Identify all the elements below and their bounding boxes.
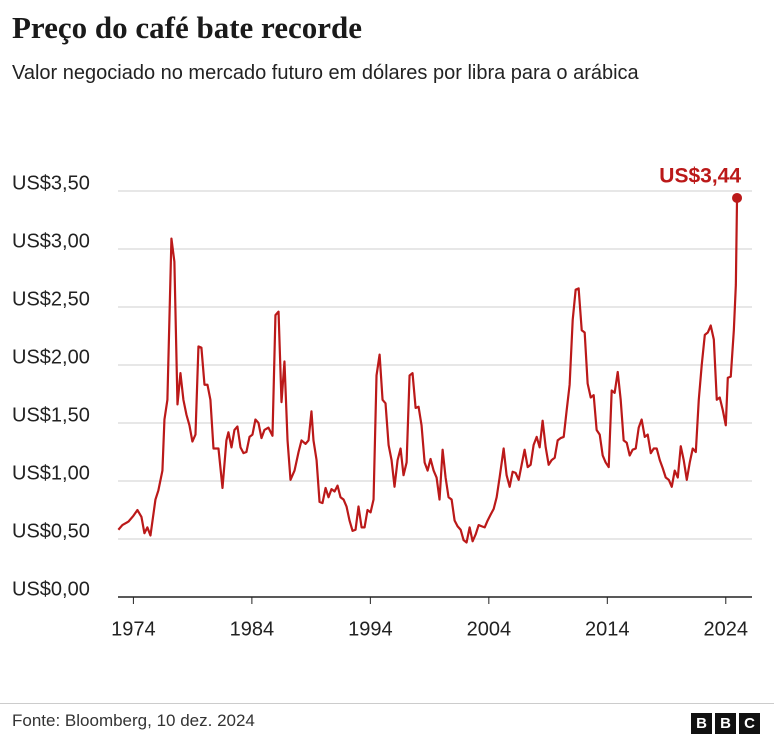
x-tick-label: 1984 — [230, 618, 275, 640]
logo-letter: B — [715, 713, 736, 734]
y-tick-label: US$3,00 — [12, 230, 90, 252]
y-tick-label: US$3,50 — [12, 172, 90, 194]
y-tick-label: US$0,00 — [12, 578, 90, 600]
source-note: Fonte: Bloomberg, 10 dez. 2024 — [12, 711, 255, 730]
x-tick-label: 2024 — [704, 618, 749, 640]
chart: US$0,00 US$0,50 US$1,00 US$1,50 US$2,00 US$2,… — [12, 165, 752, 640]
y-tick-label: US$1,50 — [12, 404, 90, 426]
x-tick-label: 1974 — [111, 618, 156, 640]
x-tick-label: 2004 — [467, 618, 512, 640]
y-tick-label: US$2,50 — [12, 288, 90, 310]
x-tick-label: 1994 — [348, 618, 393, 640]
logo-letter: B — [691, 713, 712, 734]
logo: B B C — [691, 713, 760, 734]
end-point — [732, 192, 743, 203]
line-series — [117, 197, 739, 544]
logo-letter: C — [739, 713, 760, 734]
y-tick-label: US$1,00 — [12, 462, 90, 484]
footer-rule — [0, 703, 774, 704]
y-tick-label: US$0,50 — [12, 520, 90, 542]
y-tick-label: US$2,00 — [12, 346, 90, 368]
x-tick-label: 2014 — [585, 618, 630, 640]
chart-subtitle: Valor negociado no mercado futuro em dól… — [12, 62, 639, 84]
end-label: US$3,44 — [659, 165, 741, 188]
chart-title: Preço do café bate recorde — [12, 10, 363, 45]
